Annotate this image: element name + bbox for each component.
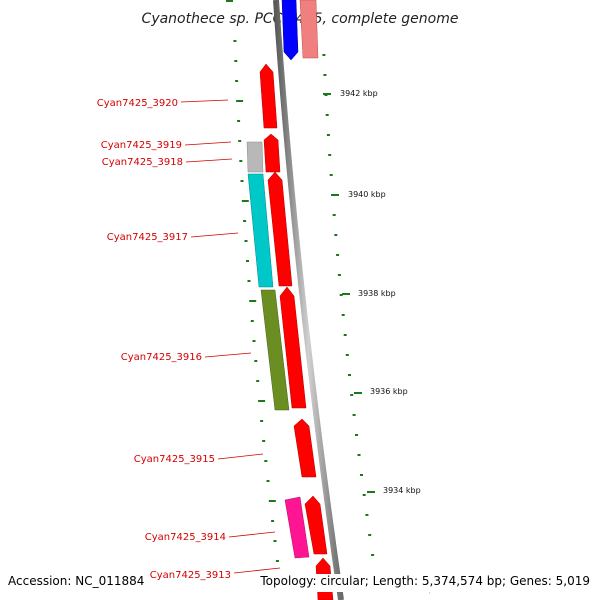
- leader-line: [204, 352, 252, 358]
- blue-feature[interactable]: [281, 0, 299, 61]
- kbp-label: 3938 kbp: [358, 289, 396, 298]
- leader-line: [184, 141, 232, 146]
- leader-line: [180, 99, 229, 103]
- pink-feature[interactable]: [299, 0, 319, 59]
- inner-tick: [238, 140, 242, 142]
- inner-tick: [258, 400, 266, 402]
- leader-line: [228, 531, 276, 538]
- gene-label-3915[interactable]: Cyan7425_3915: [134, 454, 215, 465]
- inner-tick: [262, 440, 266, 442]
- inner-tick: [260, 420, 264, 422]
- kbp-scale: 3942 kbp 3940 kbp 3938 kbp 3936 kbp 3934…: [323, 89, 434, 594]
- outer-tick: [345, 354, 349, 356]
- inner-tick: [239, 160, 243, 162]
- outer-tick: [343, 334, 347, 336]
- outer-tick: [350, 394, 354, 396]
- gene-label-3919[interactable]: Cyan7425_3919: [101, 140, 182, 151]
- cds-arrow-3917[interactable]: [267, 171, 293, 287]
- outer-tick: [355, 434, 358, 436]
- outer-tick: [348, 374, 351, 376]
- outer-tick: [328, 154, 332, 156]
- outer-tick: [339, 294, 343, 296]
- outer-tick: [365, 514, 369, 516]
- kbp-label: 3940 kbp: [348, 190, 386, 199]
- leader-line: [217, 453, 264, 460]
- cds-arrow-3920[interactable]: [259, 63, 278, 129]
- inner-tick: [240, 180, 244, 182]
- outer-tick: [360, 474, 363, 476]
- cds-arrow-3916[interactable]: [279, 286, 307, 409]
- inner-tick: [273, 540, 277, 542]
- inner-tick: [264, 460, 268, 462]
- inner-tick: [252, 340, 256, 342]
- inner-tick: [246, 260, 249, 262]
- leader-line: [190, 232, 239, 238]
- kbp-label: 3936 kbp: [370, 387, 408, 396]
- outer-tick: [323, 74, 327, 76]
- inner-tick: [247, 280, 251, 282]
- olive-feature[interactable]: [260, 289, 290, 411]
- gene-label-3920[interactable]: Cyan7425_3920: [97, 98, 178, 109]
- gray-feature[interactable]: [246, 141, 264, 173]
- inner-tick: [244, 240, 248, 242]
- inner-tick: [241, 200, 249, 202]
- accession-text: Accession: NC_011884: [8, 574, 145, 592]
- map-title: Cyanothece sp. PCC 7425, complete genome: [142, 11, 459, 27]
- inner-tick: [268, 500, 276, 502]
- magenta-feature[interactable]: [284, 496, 310, 559]
- inner-tick: [249, 300, 257, 302]
- gene-label-3913[interactable]: Cyan7425_3913: [150, 570, 231, 581]
- inner-tick: [256, 380, 260, 382]
- outer-tick: [329, 174, 333, 176]
- outer-tick: [368, 534, 372, 536]
- outer-tick-marks: [322, 54, 375, 556]
- topology-text: Topology: circular; Length: 5,374,574 bp…: [260, 574, 590, 592]
- inner-tick: [243, 220, 247, 222]
- gene-label-3918[interactable]: Cyan7425_3918: [102, 157, 183, 168]
- leader-line: [185, 158, 233, 163]
- cyan-feature[interactable]: [247, 173, 274, 288]
- outer-tick: [337, 274, 341, 276]
- outer-tick: [352, 414, 356, 416]
- inner-feature-track: [246, 141, 310, 559]
- leader-line: [233, 567, 281, 574]
- genome-backbone: [273, 0, 344, 600]
- kbp-label: 3934 kbp: [383, 486, 421, 495]
- cds-arrow-3914[interactable]: [304, 495, 328, 555]
- gene-label-3916[interactable]: Cyan7425_3916: [121, 352, 202, 363]
- kbp-label: 3942 kbp: [340, 89, 378, 98]
- outer-tick: [341, 314, 345, 316]
- outer-tick: [332, 214, 336, 216]
- inner-tick: [250, 320, 254, 322]
- gene-label-3917[interactable]: Cyan7425_3917: [107, 232, 188, 243]
- inner-tick: [233, 40, 237, 42]
- inner-tick: [237, 120, 241, 122]
- inner-tick: [271, 520, 275, 522]
- cds-arrow-3919[interactable]: [263, 133, 281, 173]
- inner-tick-marks: [233, 40, 279, 562]
- cds-track: [259, 63, 334, 600]
- outer-tick: [325, 114, 329, 116]
- inner-tick: [266, 480, 270, 482]
- top-feature-track: [281, 0, 319, 61]
- outer-tick: [357, 454, 361, 456]
- inner-tick: [235, 80, 239, 82]
- outer-tick: [336, 254, 340, 256]
- outer-tick: [322, 54, 326, 56]
- inner-tick: [236, 100, 244, 102]
- inner-tick: [275, 560, 279, 562]
- outer-tick: [334, 234, 338, 236]
- inner-tick: [234, 60, 238, 62]
- inner-tick: [254, 360, 258, 362]
- gene-labels: Cyan7425_3920 Cyan7425_3919 Cyan7425_391…: [97, 98, 281, 581]
- outer-tick: [371, 554, 375, 556]
- outer-tick: [326, 134, 330, 136]
- cds-arrow-3915[interactable]: [293, 418, 317, 478]
- gene-label-3914[interactable]: Cyan7425_3914: [145, 532, 226, 543]
- outer-tick: [362, 494, 366, 496]
